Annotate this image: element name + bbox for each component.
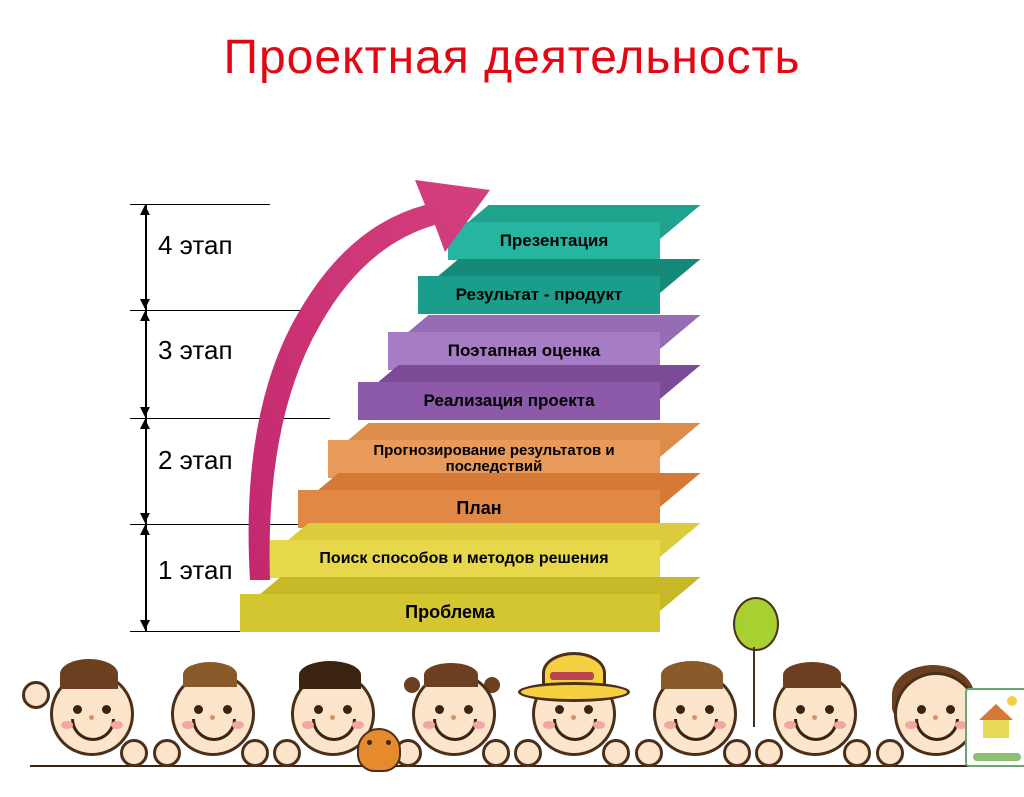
step-label-0: Проблема <box>240 594 660 632</box>
child-5 <box>522 647 622 767</box>
child-2 <box>161 647 261 767</box>
child-8 <box>884 647 984 767</box>
progress-arrow <box>210 160 510 590</box>
child-4 <box>402 647 502 767</box>
toy-cat <box>357 728 401 772</box>
child-3 <box>281 647 381 767</box>
balloon <box>733 597 779 651</box>
dimension-vertical <box>145 204 147 632</box>
children-row <box>30 637 994 767</box>
page-title: Проектная деятельность <box>0 30 1024 85</box>
child-6 <box>643 647 743 767</box>
child-7 <box>763 647 863 767</box>
drawing-house <box>965 688 1024 767</box>
child-1 <box>40 647 140 767</box>
stairs-diagram: 1 этап2 этап3 этап4 этап ПроблемаПоиск с… <box>130 150 910 630</box>
yellow-hat <box>518 652 624 697</box>
step-0: Проблема <box>240 594 660 632</box>
